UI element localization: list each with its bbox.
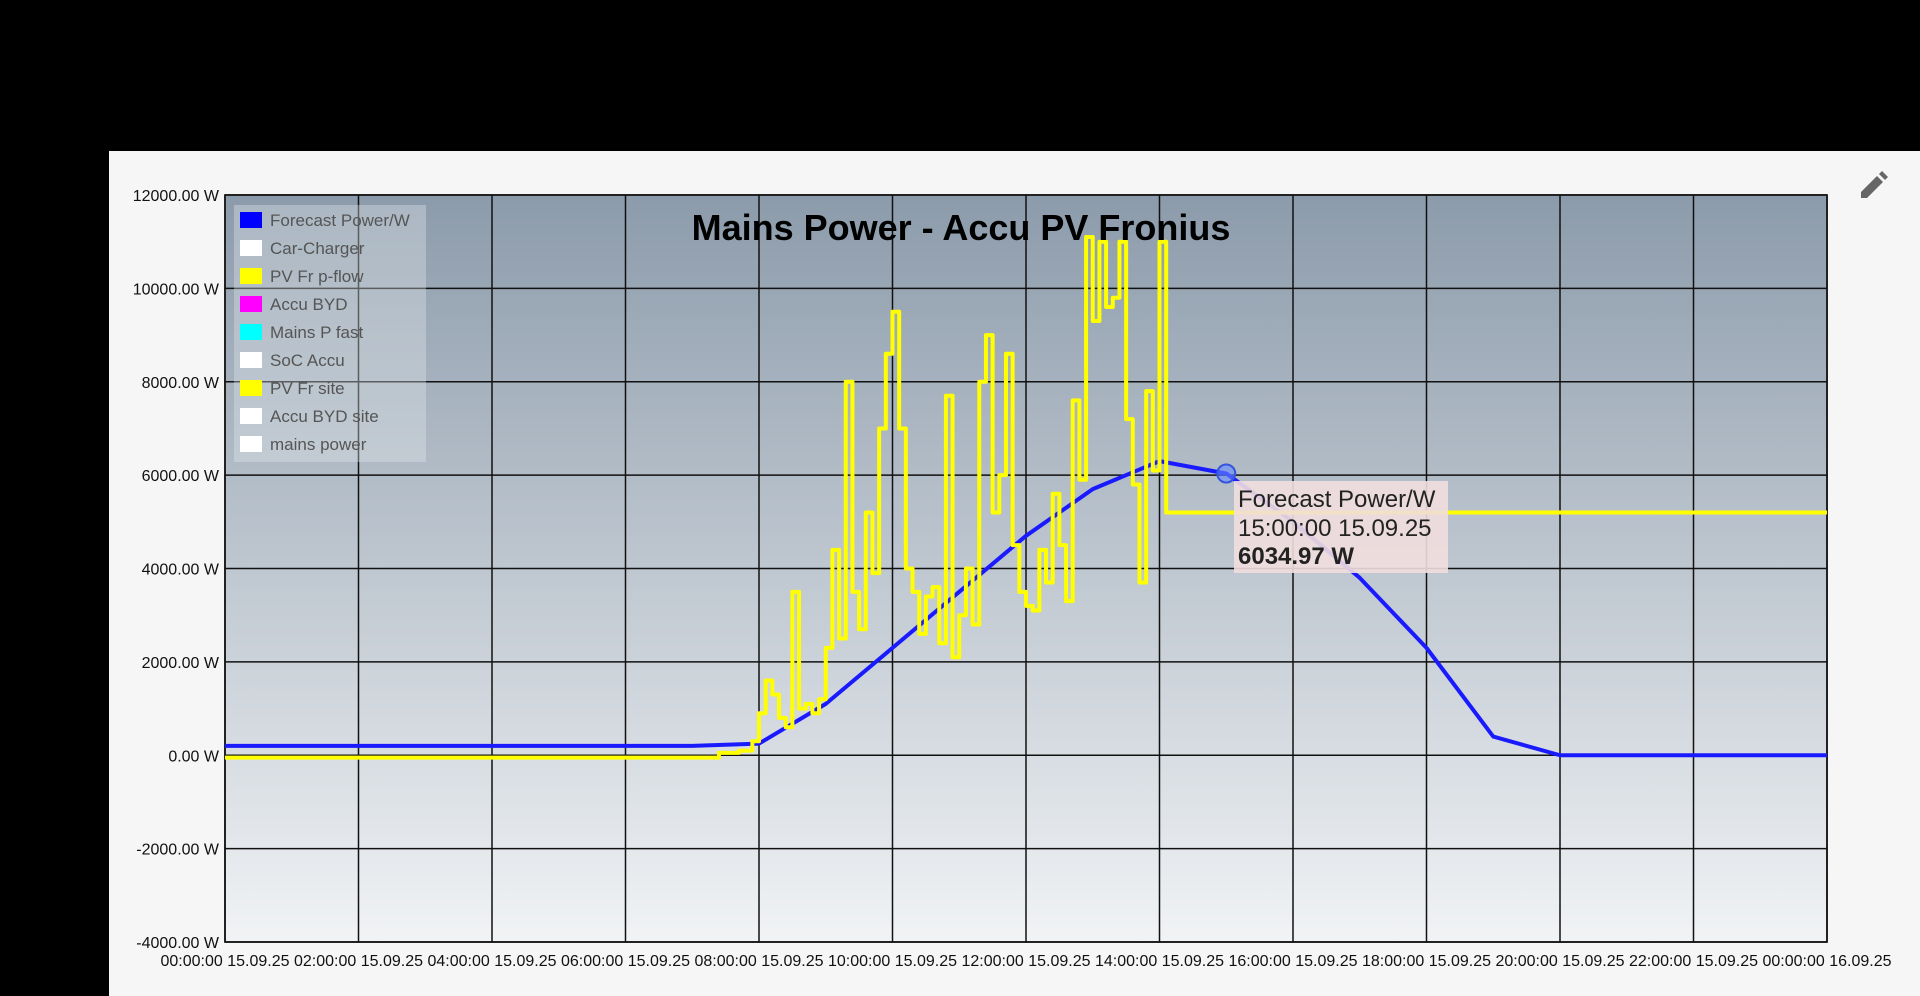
y-tick-label: 6000.00 W (142, 468, 220, 485)
x-tick-label: 00:00:00 15.09.25 (160, 953, 289, 970)
tooltip-time: 15:00:00 15.09.25 (1238, 515, 1432, 542)
tooltip-value: 6034.97 W (1238, 543, 1354, 570)
legend-label: SoC Accu (270, 351, 345, 370)
legend-label: Accu BYD (270, 295, 347, 314)
legend-label: Car-Charger (270, 239, 365, 258)
y-tick-label: 0.00 W (168, 748, 220, 765)
x-tick-label: 06:00:00 15.09.25 (561, 953, 690, 970)
x-tick-label: 20:00:00 15.09.25 (1495, 953, 1624, 970)
x-tick-label: 14:00:00 15.09.25 (1095, 953, 1224, 970)
tooltip-marker (1216, 463, 1237, 484)
legend-swatch (240, 380, 262, 396)
tooltip-series: Forecast Power/W (1238, 486, 1436, 513)
pencil-icon[interactable] (1855, 168, 1891, 204)
y-tick-label: 12000.00 W (133, 188, 220, 205)
x-tick-label: 18:00:00 15.09.25 (1362, 953, 1491, 970)
x-tick-label: 00:00:00 16.09.25 (1762, 953, 1891, 970)
y-axis: 12000.00 W 10000.00 W 8000.00 W 6000.00 W 40… (133, 188, 220, 952)
x-tick-label: 08:00:00 15.09.25 (694, 953, 823, 970)
x-axis: 00:00:00 15.09.25 02:00:00 15.09.25 04:00:… (160, 953, 1891, 970)
legend-label: PV Fr p-flow (270, 267, 364, 286)
y-tick-label: 8000.00 W (142, 375, 220, 392)
x-tick-label: 22:00:00 15.09.25 (1629, 953, 1758, 970)
legend-box (234, 205, 426, 462)
legend-label: PV Fr site (270, 379, 345, 398)
grid (224, 194, 1828, 943)
legend-swatch (240, 240, 262, 256)
x-tick-label: 02:00:00 15.09.25 (294, 953, 423, 970)
x-tick-label: 16:00:00 15.09.25 (1228, 953, 1357, 970)
legend-swatch (240, 296, 262, 312)
legend[interactable]: Forecast Power/W Car-Charger PV Fr p-flow A… (234, 205, 426, 462)
x-tick-label: 04:00:00 15.09.25 (427, 953, 556, 970)
legend-swatch (240, 436, 262, 452)
y-tick-label: 2000.00 W (142, 655, 220, 672)
y-tick-label: -4000.00 W (136, 935, 220, 952)
y-tick-label: 10000.00 W (133, 281, 220, 298)
legend-swatch (240, 324, 262, 340)
legend-label: Mains P fast (270, 323, 364, 342)
series-line (225, 235, 1827, 760)
chart-title: Mains Power - Accu PV Fronius (692, 207, 1231, 248)
legend-swatch (240, 212, 262, 228)
series-layer (225, 235, 1827, 760)
x-tick-label: 12:00:00 15.09.25 (961, 953, 1090, 970)
legend-label: Forecast Power/W (270, 211, 410, 230)
legend-swatch (240, 352, 262, 368)
y-tick-label: 4000.00 W (142, 562, 220, 579)
tooltip: Forecast Power/W 15:00:00 15.09.25 6034.… (1234, 481, 1448, 573)
legend-label: Accu BYD site (270, 407, 379, 426)
legend-swatch (240, 408, 262, 424)
x-tick-label: 10:00:00 15.09.25 (828, 953, 957, 970)
y-tick-label: -2000.00 W (136, 842, 220, 859)
legend-swatch (240, 268, 262, 284)
legend-label: mains power (270, 435, 367, 454)
